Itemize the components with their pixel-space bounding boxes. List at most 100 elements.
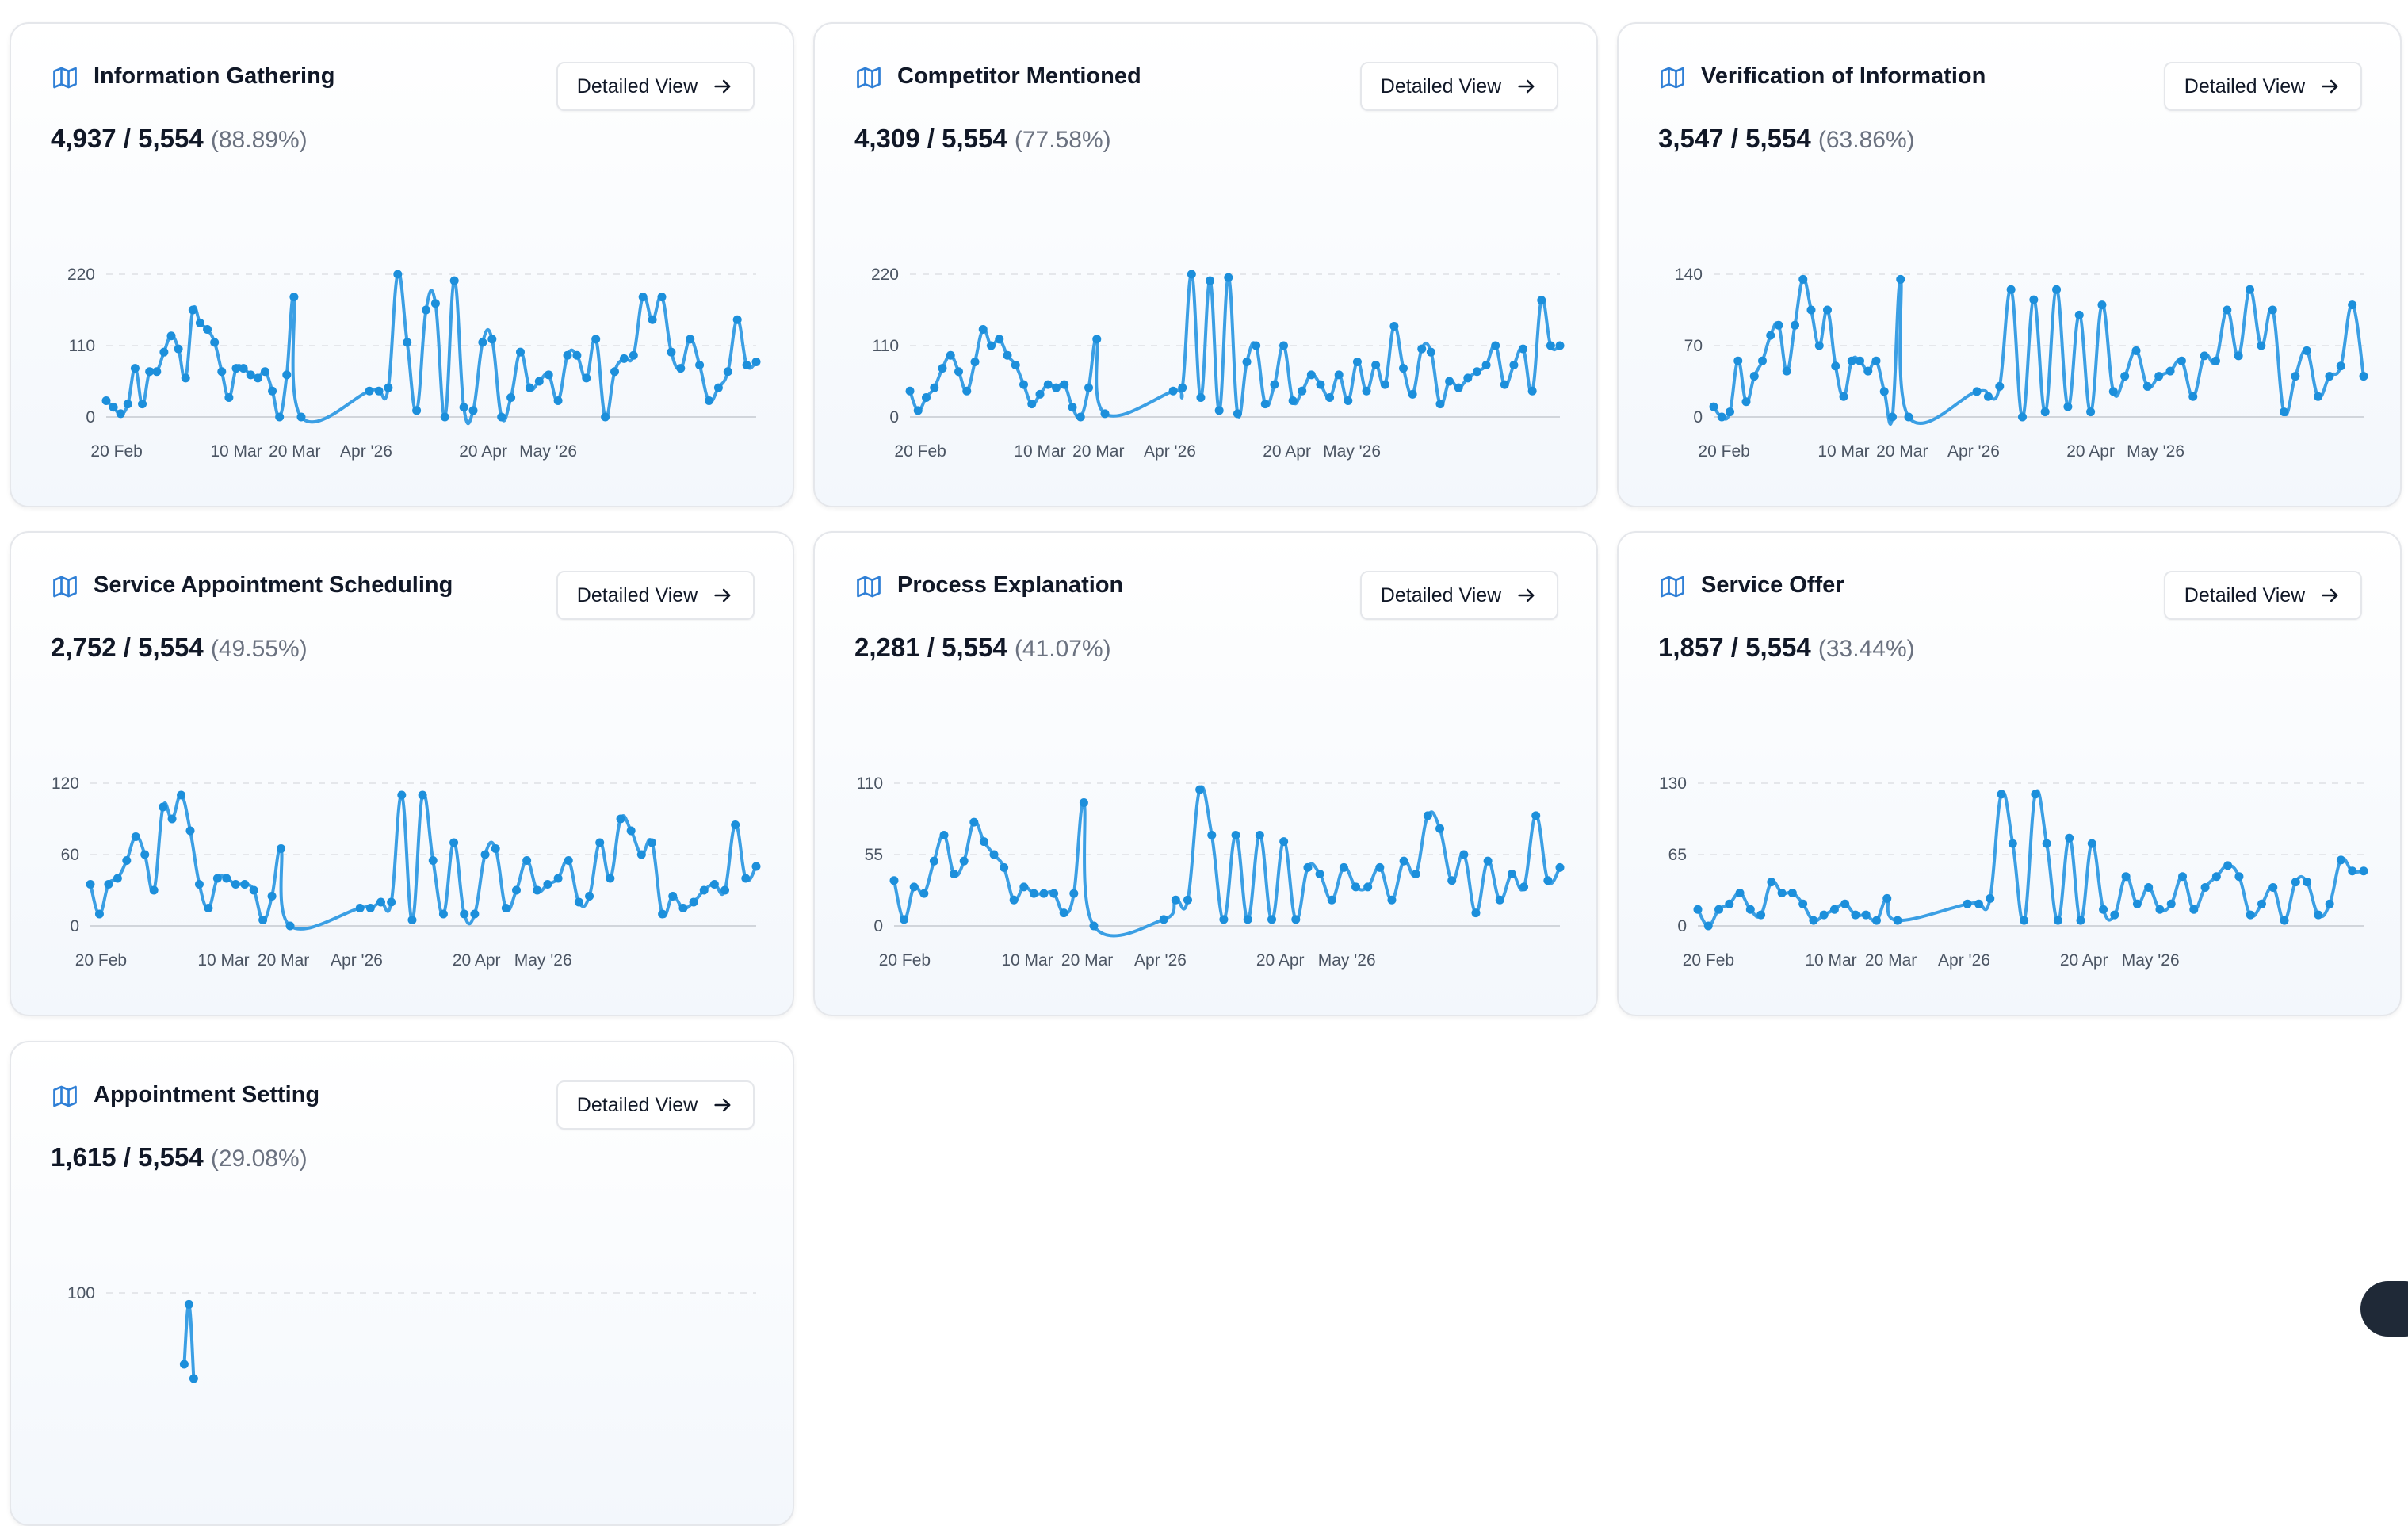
data-point[interactable] [591,335,601,344]
data-point[interactable] [1823,305,1832,315]
data-point[interactable] [231,880,240,889]
data-point[interactable] [1344,396,1353,406]
data-point[interactable] [695,361,705,370]
data-point[interactable] [616,814,625,824]
data-point[interactable] [275,412,285,422]
data-point[interactable] [2257,899,2266,908]
data-point[interactable] [522,856,532,865]
data-point[interactable] [900,915,909,924]
data-point[interactable] [742,361,751,370]
data-point[interactable] [430,299,440,308]
data-point[interactable] [1726,407,1734,417]
data-point[interactable] [1749,372,1759,381]
data-point[interactable] [181,373,190,383]
data-point[interactable] [1896,274,1905,284]
data-point[interactable] [1741,397,1751,407]
data-point[interactable] [930,383,939,392]
data-point[interactable] [678,904,688,912]
data-point[interactable] [1543,876,1553,885]
data-point[interactable] [1387,895,1397,905]
data-point[interactable] [1714,905,1724,914]
data-point[interactable] [1069,889,1079,898]
data-point[interactable] [516,347,525,357]
data-point[interactable] [2291,372,2300,381]
data-point[interactable] [2178,872,2188,882]
data-point[interactable] [1243,915,1252,924]
data-point[interactable] [1267,915,1277,924]
data-point[interactable] [122,856,132,865]
data-point[interactable] [384,383,393,392]
data-point[interactable] [601,412,610,422]
data-point[interactable] [1183,895,1192,905]
data-point[interactable] [397,790,407,800]
data-point[interactable] [689,897,698,907]
data-point[interactable] [2018,412,2027,422]
data-point[interactable] [1196,392,1206,402]
data-point[interactable] [1100,409,1110,419]
data-point[interactable] [1224,273,1233,282]
data-point[interactable] [1481,361,1491,370]
data-point[interactable] [713,383,723,392]
detailed-view-button[interactable]: Detailed View [556,571,755,620]
data-point[interactable] [1435,824,1445,833]
data-point[interactable] [1527,386,1537,396]
data-point[interactable] [1997,790,2006,799]
data-point[interactable] [491,844,500,853]
data-point[interactable] [1079,798,1088,808]
data-point[interactable] [2063,402,2073,411]
data-point[interactable] [1756,910,1766,920]
data-point[interactable] [387,897,396,907]
data-point[interactable] [1856,356,1864,365]
data-point[interactable] [374,386,384,396]
data-point[interactable] [1380,380,1389,389]
data-point[interactable] [422,305,430,315]
data-point[interactable] [138,400,147,409]
data-point[interactable] [2336,361,2345,371]
data-point[interactable] [1546,341,1555,350]
data-point[interactable] [2189,905,2199,914]
data-point[interactable] [970,357,980,366]
data-point[interactable] [94,909,104,919]
data-point[interactable] [720,885,730,895]
data-point[interactable] [224,392,234,402]
data-point[interactable] [1893,916,1902,925]
data-point[interactable] [1207,830,1217,839]
data-point[interactable] [1972,387,1982,396]
data-point[interactable] [2325,899,2334,908]
data-point[interactable] [1060,380,1069,389]
data-point[interactable] [188,305,197,315]
data-point[interactable] [1495,895,1504,905]
data-point[interactable] [1500,380,1509,389]
data-point[interactable] [1178,383,1187,392]
data-point[interactable] [1027,400,1037,409]
data-point[interactable] [929,856,938,866]
data-point[interactable] [1758,356,1767,365]
data-point[interactable] [1509,361,1519,370]
data-point[interactable] [1806,305,1816,315]
data-point[interactable] [2097,300,2107,310]
data-point[interactable] [1863,366,1873,376]
data-point[interactable] [1408,389,1417,399]
data-point[interactable] [166,331,176,341]
data-point[interactable] [946,350,955,360]
data-point[interactable] [1519,344,1528,354]
data-point[interactable] [563,350,572,360]
data-point[interactable] [1787,888,1797,897]
data-point[interactable] [1423,811,1432,820]
data-point[interactable] [277,844,286,853]
data-point[interactable] [2053,916,2062,925]
data-point[interactable] [2121,872,2131,882]
data-point[interactable] [1334,370,1344,380]
data-point[interactable] [2120,372,2130,381]
data-point[interactable] [1270,380,1279,389]
data-point[interactable] [1555,862,1565,872]
data-point[interactable] [2108,387,2118,396]
data-point[interactable] [296,412,306,422]
data-point[interactable] [179,1360,189,1369]
data-point[interactable] [553,874,563,883]
data-point[interactable] [365,386,374,396]
data-point[interactable] [919,889,929,898]
data-point[interactable] [1904,412,1913,422]
data-point[interactable] [1426,347,1435,357]
data-point[interactable] [732,315,742,324]
